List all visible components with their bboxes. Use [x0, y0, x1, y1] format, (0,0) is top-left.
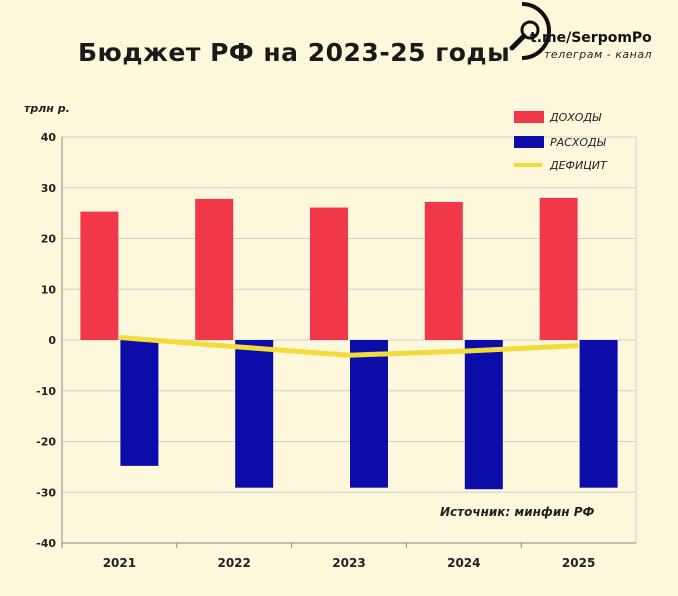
y-axis-ticks: 40 30 20 10 0 -10 -20 -30 -40 — [36, 131, 56, 550]
logo-subtitle: телеграм - канал — [544, 48, 653, 61]
channel-logo[interactable]: t.me/SerpomPo телеграм - канал — [500, 0, 678, 62]
bar-revenue — [80, 211, 119, 340]
legend-swatch-revenue — [514, 111, 544, 123]
y-tick-label: 30 — [41, 182, 57, 195]
y-tick-label: 40 — [41, 131, 57, 144]
bar-expense — [235, 340, 274, 488]
bar-expense — [120, 340, 159, 466]
y-tick-label: 10 — [41, 283, 57, 296]
logo-handle: t.me/SerpomPo — [530, 30, 652, 46]
x-tick-label: 2025 — [562, 556, 595, 570]
y-tick-label: 20 — [41, 233, 57, 246]
bar-expense — [579, 340, 618, 488]
x-tick-label: 2024 — [447, 556, 480, 570]
y-tick-label: -20 — [36, 436, 56, 449]
bar-expense — [464, 340, 503, 490]
chart-title: Бюджет РФ на 2023-25 годы — [78, 38, 511, 67]
bars — [80, 197, 618, 490]
x-axis: 2021 2022 2023 2024 2025 — [61, 543, 595, 570]
y-axis-unit-label: трлн р. — [24, 102, 70, 115]
bar-revenue — [195, 198, 234, 340]
x-tick-label: 2023 — [332, 556, 365, 570]
bar-revenue — [424, 201, 463, 340]
legend-label: РАСХОДЫ — [550, 136, 607, 149]
bar-revenue — [310, 207, 348, 340]
y-tick-label: -30 — [36, 486, 56, 499]
deficit-line-group — [119, 334, 579, 358]
x-tick-label: 2022 — [217, 556, 250, 570]
legend: ДОХОДЫ РАСХОДЫ ДЕФИЦИТ — [514, 111, 608, 172]
y-tick-label: -40 — [36, 537, 56, 550]
source-note: Источник: минфин РФ — [440, 505, 595, 519]
legend-label: ДОХОДЫ — [549, 111, 602, 124]
legend-label: ДЕФИЦИТ — [549, 159, 608, 172]
bar-revenue — [539, 197, 578, 340]
x-tick-label: 2021 — [103, 556, 136, 570]
legend-swatch-expense — [514, 136, 544, 148]
y-tick-label: -10 — [36, 385, 56, 398]
magnifier-icon — [509, 2, 551, 60]
y-tick-label: 0 — [48, 334, 56, 347]
deficit-line — [119, 334, 579, 358]
bar-expense — [350, 340, 388, 488]
